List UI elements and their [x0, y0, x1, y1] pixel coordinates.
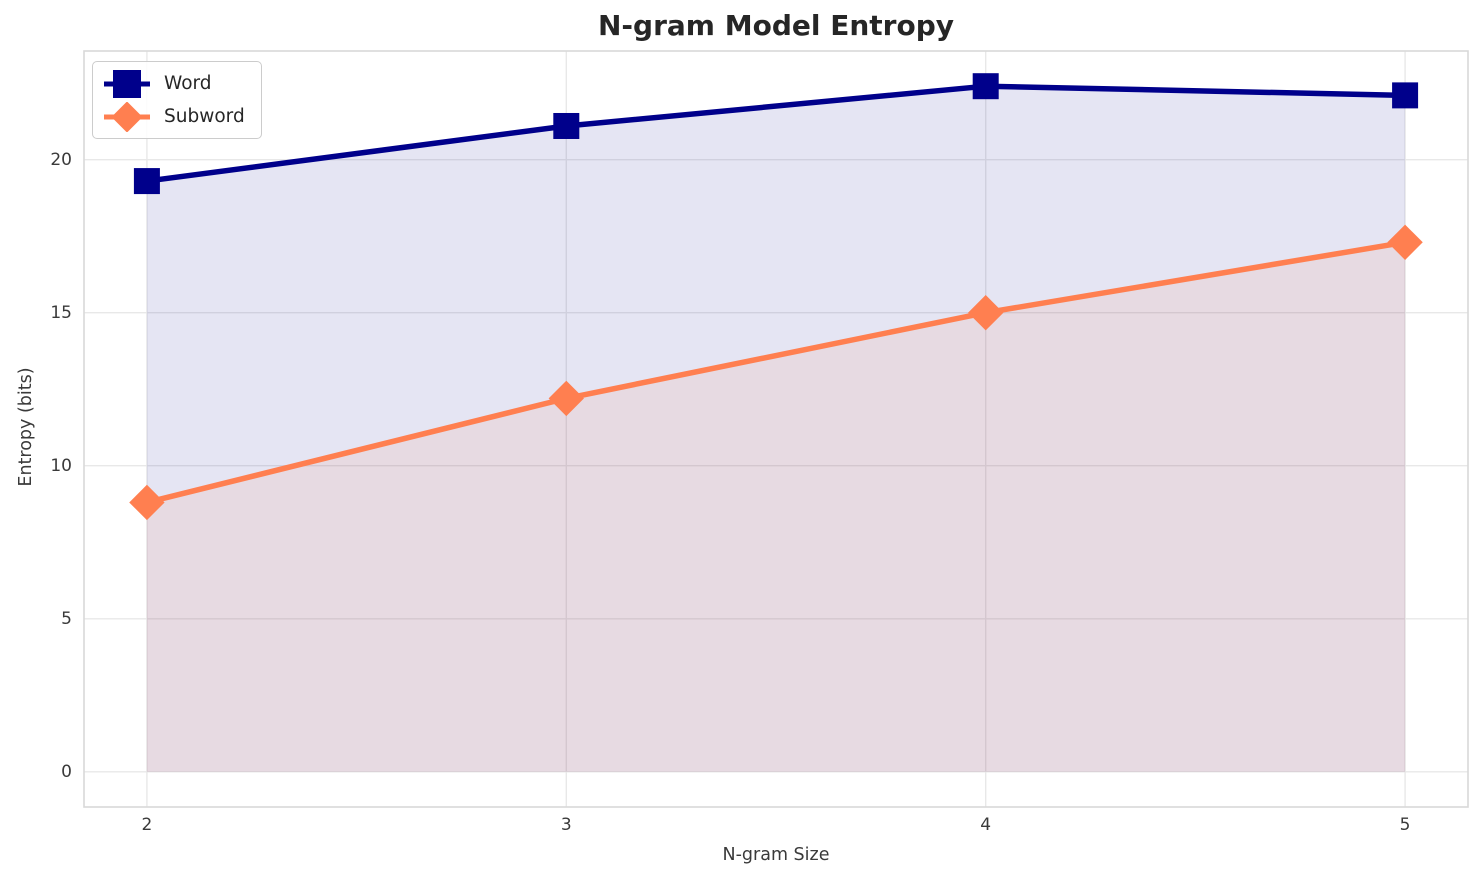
legend: Word Subword: [92, 61, 262, 139]
y-tick-label-0: 0: [61, 761, 72, 782]
legend-item-word: Word: [102, 68, 245, 99]
subword-line-marker-icon: [104, 101, 150, 132]
x-tick-label-3: 3: [560, 815, 572, 835]
x-tick-label-5: 5: [1399, 815, 1411, 835]
word-legend-square: [113, 69, 141, 98]
y-tick-label-20: 20: [50, 149, 72, 170]
x-tick-label-4: 4: [980, 815, 992, 835]
marker-subword-3: [548, 380, 584, 417]
marker-subword-2: [129, 484, 165, 521]
y-tick-label-5: 5: [61, 608, 72, 629]
legend-label-subword: Subword: [164, 106, 245, 127]
marker-word-2: [133, 168, 160, 195]
marker-word-5: [1392, 82, 1419, 109]
word-line-marker-icon: [104, 69, 150, 98]
marker-word-3: [553, 112, 580, 139]
marker-word-4: [972, 73, 999, 100]
legend-item-subword: Subword: [102, 101, 245, 132]
area-fill-subword: [146, 242, 1406, 772]
series-line-word: [146, 83, 1406, 184]
plot-border: [83, 50, 1469, 808]
y-tick-label-10: 10: [50, 455, 72, 476]
area-fill-word: [146, 86, 1406, 772]
subword-legend-diamond: [111, 101, 143, 132]
y-tick-label-15: 15: [50, 302, 72, 323]
series-line-subword: [146, 239, 1406, 506]
x-axis-label: N-gram Size: [722, 845, 830, 865]
y-axis-label: Entropy (bits): [16, 367, 36, 487]
plot-background: [84, 51, 1468, 807]
marker-subword-4: [968, 295, 1004, 331]
chart-title: N-gram Model Entropy: [598, 9, 954, 42]
legend-label-word: Word: [164, 73, 212, 94]
x-tick-label-2: 2: [141, 815, 153, 835]
